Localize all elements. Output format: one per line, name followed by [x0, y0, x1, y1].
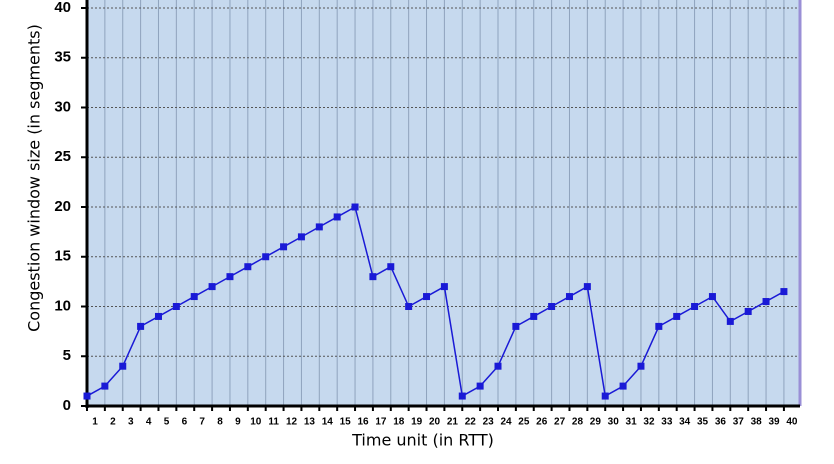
point: [673, 312, 681, 320]
x-tick-label: 37: [733, 417, 745, 428]
x-tick-label: 25: [518, 417, 530, 428]
point: [315, 223, 323, 231]
point: [458, 392, 466, 400]
point: [780, 288, 788, 296]
y-tick-label: 20: [54, 198, 71, 215]
y-tick-label: 5: [63, 347, 71, 364]
x-tick-label: 15: [340, 417, 352, 428]
point: [530, 312, 538, 320]
y-tick-label: 0: [63, 397, 71, 414]
x-tick-label: 4: [146, 417, 152, 428]
point: [691, 303, 699, 310]
x-tick-label: 18: [393, 417, 405, 428]
x-tick-label: 32: [643, 417, 655, 428]
point: [548, 303, 556, 310]
x-tick-label: 38: [751, 417, 763, 428]
point: [744, 307, 752, 315]
point: [726, 317, 734, 325]
x-tick-label: 9: [235, 417, 241, 428]
x-tick-label: 26: [536, 417, 548, 428]
y-tick-label: 25: [54, 148, 71, 165]
point: [101, 382, 109, 390]
x-tick-label: 36: [715, 417, 727, 428]
point: [476, 382, 484, 390]
point: [137, 322, 145, 330]
plot-background: [87, 0, 800, 406]
x-axis-label: Time unit (in RTT): [351, 431, 494, 450]
point: [280, 243, 288, 251]
point: [601, 392, 609, 400]
x-tick-label: 39: [768, 417, 780, 428]
y-tick-label: 15: [54, 248, 71, 265]
x-tick-label: 10: [250, 417, 262, 428]
point: [154, 312, 162, 320]
point: [405, 303, 413, 310]
point: [655, 322, 663, 330]
point: [119, 362, 127, 370]
point: [708, 293, 716, 301]
point: [190, 293, 198, 301]
x-tick-label: 2: [110, 417, 116, 428]
point: [619, 382, 627, 390]
x-tick-label: 17: [375, 417, 387, 428]
point: [512, 322, 520, 330]
x-tick-label: 34: [679, 417, 691, 428]
point: [244, 263, 252, 271]
y-tick-label: 30: [54, 98, 71, 115]
x-tick-label: 27: [554, 417, 566, 428]
point: [423, 293, 431, 301]
point: [440, 283, 448, 291]
point: [226, 273, 234, 281]
point: [387, 263, 395, 271]
y-tick-label: 40: [54, 0, 71, 16]
series-line: [86, 205, 785, 398]
point: [333, 213, 341, 221]
x-tick-label: 3: [128, 417, 134, 428]
point: [369, 273, 377, 281]
x-tick-label: 16: [357, 417, 369, 428]
point: [583, 283, 591, 291]
x-tick-label: 30: [608, 417, 620, 428]
point: [172, 303, 180, 310]
y-tick-label: 10: [54, 297, 71, 314]
point: [297, 233, 305, 241]
point: [208, 283, 216, 291]
x-tick-label: 23: [483, 417, 495, 428]
x-tick-label: 12: [286, 417, 298, 428]
x-tick-label: 40: [786, 417, 798, 428]
point: [494, 362, 502, 370]
x-tick-label: 29: [590, 417, 602, 428]
x-tick-label: 33: [661, 417, 673, 428]
x-tick-label: 13: [304, 417, 316, 428]
x-tick-label: 22: [465, 417, 477, 428]
x-tick-label: 1: [92, 417, 98, 428]
point: [262, 253, 270, 261]
x-tick-label: 31: [626, 417, 638, 428]
x-tick-label: 14: [322, 417, 334, 428]
x-tick-label: 24: [500, 417, 512, 428]
point: [762, 298, 770, 306]
y-tick-label: 35: [54, 49, 71, 66]
x-tick-label: 19: [411, 417, 423, 428]
y-axis-label: Congestion window size (in segments): [25, 24, 44, 332]
point: [565, 293, 573, 301]
point: [83, 392, 91, 400]
x-tick-label: 7: [199, 417, 205, 428]
x-tick-label: 20: [429, 417, 441, 428]
x-tick-label: 8: [217, 417, 223, 428]
point: [637, 362, 645, 370]
point: [351, 203, 359, 211]
x-tick-label: 35: [697, 417, 709, 428]
x-tick-label: 11: [268, 417, 279, 428]
x-tick-label: 6: [182, 417, 188, 428]
x-tick-label: 5: [164, 417, 170, 428]
x-tick-label: 28: [572, 417, 584, 428]
x-tick-label: 21: [447, 417, 459, 428]
